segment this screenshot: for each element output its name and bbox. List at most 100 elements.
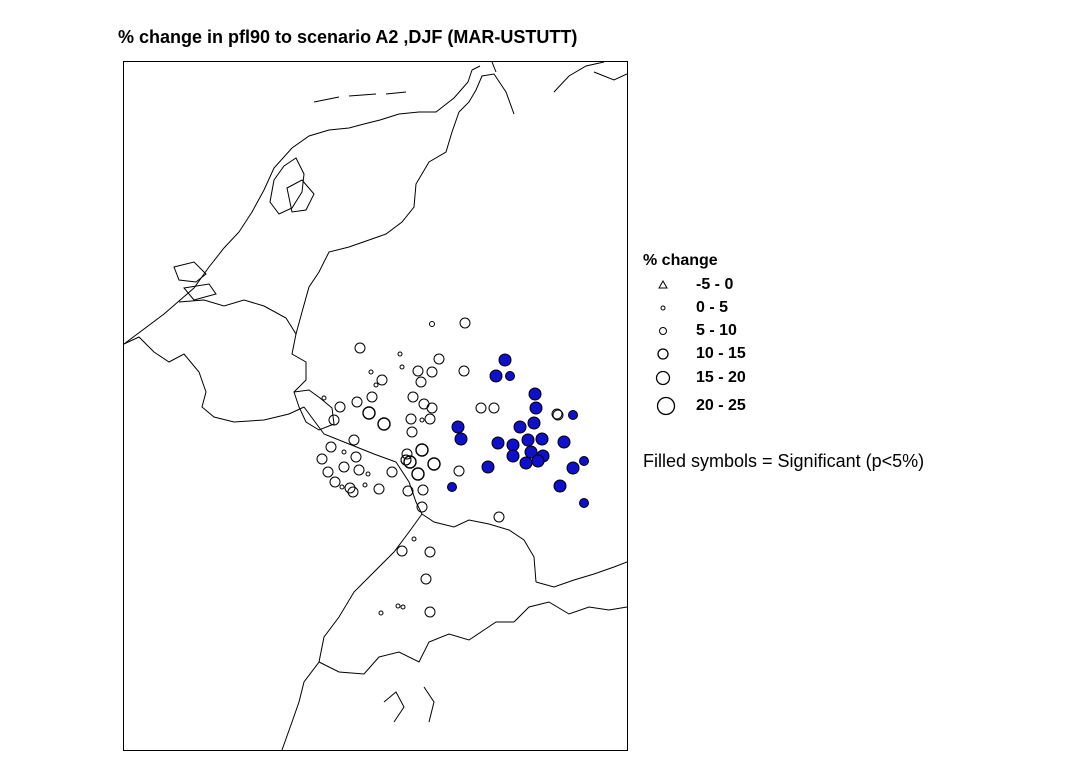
station-marker [424, 546, 436, 558]
significant-station-marker [535, 432, 549, 446]
legend-label: 20 - 25 [696, 397, 746, 414]
station-marker [376, 374, 388, 386]
hollow-stations [316, 317, 564, 618]
station-marker [353, 464, 365, 476]
station-marker [426, 402, 438, 414]
circle-icon [657, 348, 669, 360]
station-marker [399, 364, 405, 370]
station-marker [347, 486, 359, 498]
circle-icon [656, 396, 676, 416]
netherlands-germany-border [295, 111, 460, 335]
station-marker [402, 485, 414, 497]
station-marker [362, 406, 376, 420]
station-marker [350, 451, 362, 463]
station-marker [362, 482, 368, 488]
station-marker [429, 321, 435, 327]
station-marker [341, 449, 347, 455]
significant-station-marker [529, 401, 543, 415]
significant-station-marker [579, 498, 589, 508]
station-marker [338, 461, 350, 473]
station-marker [328, 414, 340, 426]
italy-lakes [383, 686, 435, 723]
station-marker [415, 443, 429, 457]
station-marker [401, 448, 413, 460]
flevoland [286, 179, 315, 213]
legend-row: 5 - 10 [643, 321, 843, 341]
legend: % change -5 - 0 0 - 5 5 - 10 10 - 15 15 … [643, 252, 1063, 482]
legend-row: 0 - 5 [643, 298, 843, 318]
significant-station-marker [498, 353, 512, 367]
legend-label: 10 - 15 [696, 345, 746, 362]
station-marker [419, 417, 425, 423]
significant-station-marker [506, 438, 520, 452]
station-marker [488, 402, 500, 414]
significant-station-marker [489, 369, 503, 383]
station-marker [397, 351, 403, 357]
germany-france-border [303, 406, 423, 515]
swiss-italy-border [318, 621, 514, 675]
station-marker [493, 511, 505, 523]
legend-row: -5 - 0 [643, 275, 843, 295]
station-marker [427, 457, 441, 471]
zeeland-estuaries [173, 261, 217, 301]
station-marker [433, 353, 445, 365]
station-marker [551, 408, 563, 420]
significant-station-marker [527, 416, 541, 430]
austria-germany-border [535, 561, 627, 588]
map-panel [123, 61, 628, 751]
ijsselmeer-shore [269, 157, 305, 215]
station-marker [329, 476, 341, 488]
station-marker [365, 471, 371, 477]
station-marker [424, 606, 436, 618]
station-marker [368, 369, 374, 375]
austria-south-border [513, 601, 627, 623]
significant-station-marker [524, 445, 538, 459]
station-marker [373, 483, 385, 495]
station-marker [377, 417, 391, 431]
significant-station-marker [519, 456, 533, 470]
legend-row: 10 - 15 [643, 344, 843, 364]
station-marker [407, 391, 419, 403]
station-marker [348, 434, 360, 446]
station-marker [458, 365, 470, 377]
station-marker [420, 573, 432, 585]
significant-station-marker [528, 387, 542, 401]
station-marker [316, 453, 328, 465]
station-marker [403, 455, 417, 469]
legend-note: Filled symbols = Significant (p<5%) [643, 451, 925, 471]
station-marker [424, 413, 436, 425]
legend-label: 0 - 5 [696, 299, 729, 316]
station-marker [396, 545, 408, 557]
significant-station-marker [506, 449, 520, 463]
map-canvas [124, 62, 627, 750]
significant-station-marker [491, 436, 505, 450]
elbe-weser-estuary [471, 62, 497, 73]
significant-station-marker [451, 420, 465, 434]
significant-station-marker [521, 433, 535, 447]
luxembourg-border [293, 389, 335, 431]
swiss-german-border [421, 513, 537, 583]
station-marker [475, 402, 487, 414]
station-marker [453, 465, 465, 477]
significant-station-marker [447, 482, 457, 492]
circle-icon [660, 305, 666, 311]
significant-station-marker [531, 454, 545, 468]
station-marker [415, 376, 427, 388]
station-marker [334, 401, 346, 413]
station-marker [321, 395, 327, 401]
coastlines-and-borders [124, 62, 627, 750]
station-marker [406, 426, 418, 438]
legend-row: 20 - 25 [643, 396, 843, 416]
station-marker [416, 501, 428, 513]
station-marker [366, 391, 378, 403]
circle-icon [659, 327, 667, 335]
station-marker [400, 604, 406, 610]
circle-icon [655, 370, 671, 386]
legend-row: 15 - 20 [643, 368, 843, 388]
frisian-islands [313, 91, 407, 103]
station-marker [395, 603, 401, 609]
significant-station-marker [513, 420, 527, 434]
legend-label: -5 - 0 [696, 276, 734, 293]
station-marker [351, 396, 363, 408]
station-marker [552, 409, 564, 421]
